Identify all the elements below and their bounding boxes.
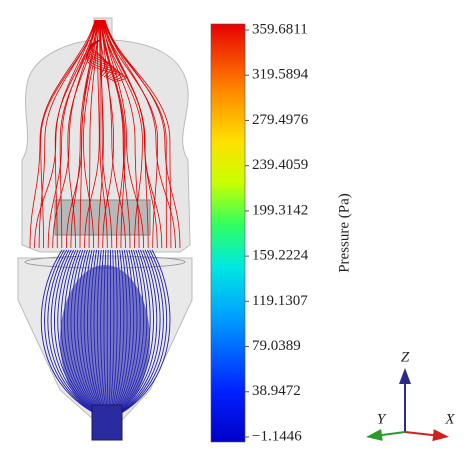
y-axis-arrow xyxy=(366,429,406,441)
streamline xyxy=(40,19,97,249)
vessel-model xyxy=(17,17,193,441)
streamline xyxy=(100,19,126,249)
streamline xyxy=(88,19,100,249)
colorbar-tick-label: 199.3142 xyxy=(252,202,308,218)
streamline xyxy=(86,39,127,83)
colorbar-tick-label: 159.2224 xyxy=(252,248,309,264)
colorbar-tick-label: 38.9472 xyxy=(252,383,301,399)
x-axis-arrow xyxy=(404,429,449,442)
streamline xyxy=(100,19,113,249)
streamline xyxy=(116,249,164,416)
colorbar-tick-label: 119.1307 xyxy=(252,293,308,309)
streamline xyxy=(44,249,99,416)
colorbar-tick-label: −1.1446 xyxy=(252,428,302,444)
streamline xyxy=(116,249,161,416)
colorbar-tick-label: 239.4059 xyxy=(252,157,308,173)
streamline xyxy=(40,249,99,416)
streamline xyxy=(117,249,168,416)
streamline xyxy=(54,19,98,249)
streamline xyxy=(100,19,125,249)
streamline xyxy=(103,19,163,249)
y-label: Y xyxy=(377,411,387,427)
x-label: X xyxy=(444,411,455,427)
streamline xyxy=(103,19,167,249)
streamline xyxy=(101,19,140,249)
streamline xyxy=(117,249,171,416)
streamline xyxy=(34,19,96,249)
streamline xyxy=(102,19,145,249)
colorbar-tick-label: 319.5894 xyxy=(252,67,309,83)
colorbar xyxy=(210,23,246,443)
streamline xyxy=(59,19,98,249)
streamline xyxy=(101,19,143,249)
colorbar-tick-label: 279.4976 xyxy=(252,112,309,128)
streamline xyxy=(101,19,131,249)
flow-region xyxy=(60,265,150,415)
streamline xyxy=(67,19,99,249)
streamline xyxy=(79,19,99,249)
streamline xyxy=(29,19,96,249)
colorbar-tick-label: 359.6811 xyxy=(252,21,308,37)
axes-triad: Z Y X xyxy=(366,349,455,442)
colorbar-label: Pressure (Pa) xyxy=(336,193,352,273)
streamline xyxy=(104,19,181,249)
colorbar-tick-label: 79.0389 xyxy=(252,338,301,354)
streamline xyxy=(99,19,108,249)
z-label: Z xyxy=(401,349,410,365)
streamline xyxy=(104,19,176,249)
